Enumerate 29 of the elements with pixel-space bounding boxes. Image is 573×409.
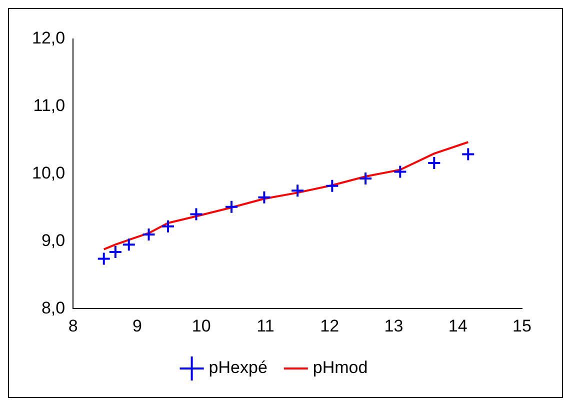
x-tick-label: 8	[68, 316, 78, 336]
x-tick-label: 10	[192, 316, 211, 336]
x-tick-label: 12	[320, 316, 340, 336]
point	[122, 238, 136, 252]
point	[427, 156, 442, 170]
x-tick-label: 9	[132, 316, 142, 336]
point	[189, 207, 204, 222]
y-tick-label: 12,0	[32, 28, 66, 48]
point	[290, 184, 305, 198]
point	[142, 227, 156, 242]
x-tick-label: 14	[448, 316, 468, 336]
y-tick-label: 8,0	[41, 298, 66, 318]
point	[358, 172, 373, 186]
point	[224, 200, 238, 214]
point	[108, 244, 122, 259]
legend-label: pHmod	[312, 358, 368, 378]
point	[161, 219, 175, 234]
y-tick-label: 10,0	[32, 163, 66, 182]
y-tick-label: 11,0	[33, 96, 66, 116]
x-tick-label: 11	[256, 316, 274, 336]
y-tick-label: 9,0	[41, 230, 66, 250]
x-tick-label: 13	[384, 316, 404, 336]
x-tick-label: 15	[512, 316, 532, 336]
point	[393, 164, 408, 179]
point	[96, 252, 111, 266]
legend-label: pHexpé	[208, 358, 268, 378]
point	[257, 190, 272, 204]
point	[325, 178, 340, 193]
point	[461, 147, 476, 162]
